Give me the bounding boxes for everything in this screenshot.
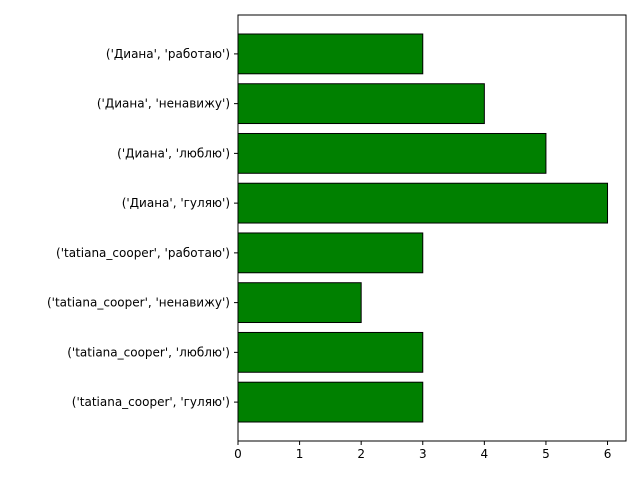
- bar: [237, 232, 424, 274]
- y-tick-label: ('Диана', 'гуляю'): [122, 196, 230, 210]
- y-tick-label: ('tatiana_cooper', 'гуляю'): [72, 395, 230, 409]
- y-tick-label: ('Диана', 'люблю'): [117, 146, 230, 160]
- y-tick-label: ('tatiana_cooper', 'люблю'): [67, 345, 230, 359]
- bar: [237, 182, 609, 224]
- bar: [237, 282, 362, 324]
- bars-layer: [237, 33, 609, 423]
- x-tick-label: 4: [481, 447, 489, 461]
- x-tick-label: 1: [296, 447, 304, 461]
- y-tick-label: ('tatiana_cooper', 'ненавижу'): [47, 296, 230, 310]
- bar: [237, 381, 424, 423]
- x-tick-label: 2: [357, 447, 365, 461]
- bar: [237, 33, 424, 75]
- x-tick-label: 3: [419, 447, 427, 461]
- bar: [237, 331, 424, 373]
- bar: [237, 132, 547, 174]
- x-tick-label: 0: [234, 447, 242, 461]
- y-tick-label: ('Диана', 'работаю'): [106, 47, 230, 61]
- x-tick-label: 6: [604, 447, 612, 461]
- y-tick-label: ('tatiana_cooper', 'работаю'): [56, 246, 230, 260]
- x-axis-ticks: 0 1 2 3 4 5 6: [234, 441, 611, 461]
- y-axis-ticks: ('Диана', 'работаю') ('Диана', 'ненавижу'…: [47, 47, 238, 409]
- axes-frame: [237, 14, 627, 442]
- y-tick-label: ('Диана', 'ненавижу'): [97, 97, 230, 111]
- x-tick-label: 5: [542, 447, 550, 461]
- bar: [237, 83, 485, 125]
